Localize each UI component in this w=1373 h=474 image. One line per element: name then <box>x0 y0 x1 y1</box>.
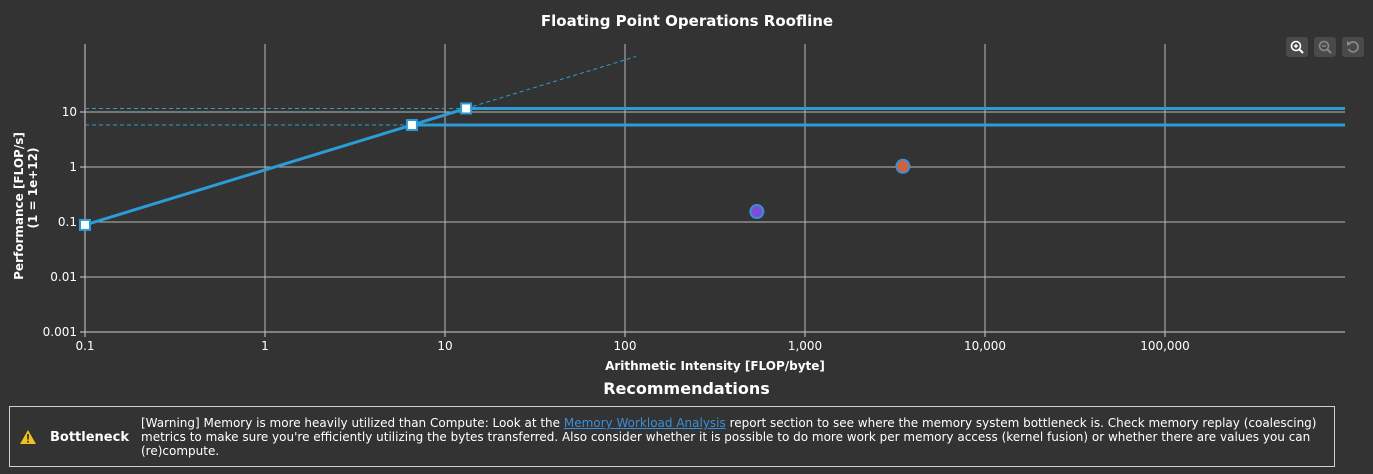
chart-toolbar <box>1286 37 1364 57</box>
data-point[interactable] <box>749 204 765 220</box>
roofline-chart: Floating Point Operations Roofline 0.1 1 1… <box>12 12 1345 373</box>
x-tick-labels: 0.1 1 10 100 1,000 10,000 100,000 <box>75 339 1189 353</box>
warning-icon <box>20 430 36 444</box>
recommendation-item: Bottleneck [Warning] Memory is more heav… <box>9 406 1335 467</box>
roofline-start-marker[interactable] <box>79 218 91 231</box>
x-tick-label: 100 <box>614 339 637 353</box>
data-points[interactable] <box>749 158 911 220</box>
y-axis-label: Performance [FLOP/s] <box>12 132 26 280</box>
y-tick-label: 10 <box>62 105 77 119</box>
x-tick-label: 100,000 <box>1140 339 1190 353</box>
chart-title: Floating Point Operations Roofline <box>541 12 833 30</box>
grid-lines <box>80 44 1345 337</box>
roofline-bandwidth-extension <box>465 56 637 109</box>
reset-icon <box>1347 41 1359 53</box>
roofline-lines <box>79 56 1345 231</box>
reset-zoom-button[interactable] <box>1342 37 1364 57</box>
recommendation-text-before: [Warning] Memory is more heavily utilize… <box>141 416 564 430</box>
roofline-memory-bandwidth <box>84 107 467 227</box>
y-tick-label: 0.001 <box>43 325 77 339</box>
zoom-in-button[interactable] <box>1286 37 1308 57</box>
zoom-in-icon <box>1290 40 1304 54</box>
zoom-out-button[interactable] <box>1314 37 1336 57</box>
recommendation-category: Bottleneck <box>50 430 129 445</box>
roofline-ridge-marker[interactable] <box>460 102 473 115</box>
x-tick-label: 1,000 <box>788 339 822 353</box>
y-tick-label: 0.1 <box>58 215 77 229</box>
recommendations-title: Recommendations <box>603 379 770 398</box>
x-axis-label: Arithmetic Intensity [FLOP/byte] <box>605 359 825 373</box>
x-tick-label: 1 <box>261 339 269 353</box>
data-point[interactable] <box>895 158 911 174</box>
recommendation-text-after: report section to see where the memory s… <box>141 416 1317 458</box>
x-tick-label: 10 <box>437 339 452 353</box>
x-tick-label: 0.1 <box>75 339 94 353</box>
memory-workload-analysis-link[interactable]: Memory Workload Analysis <box>563 416 726 430</box>
recommendation-text: [Warning] Memory is more heavily utilize… <box>141 416 1321 458</box>
y-tick-label: 0.01 <box>50 270 77 284</box>
zoom-out-icon <box>1318 40 1332 54</box>
x-tick-label: 10,000 <box>964 339 1006 353</box>
roofline-ridge-marker[interactable] <box>405 119 418 132</box>
y-axis-unit-label: (1 = 1e+12) <box>26 148 40 229</box>
y-tick-labels: 0.001 0.01 0.1 1 10 <box>43 105 77 339</box>
y-tick-label: 1 <box>69 160 77 174</box>
